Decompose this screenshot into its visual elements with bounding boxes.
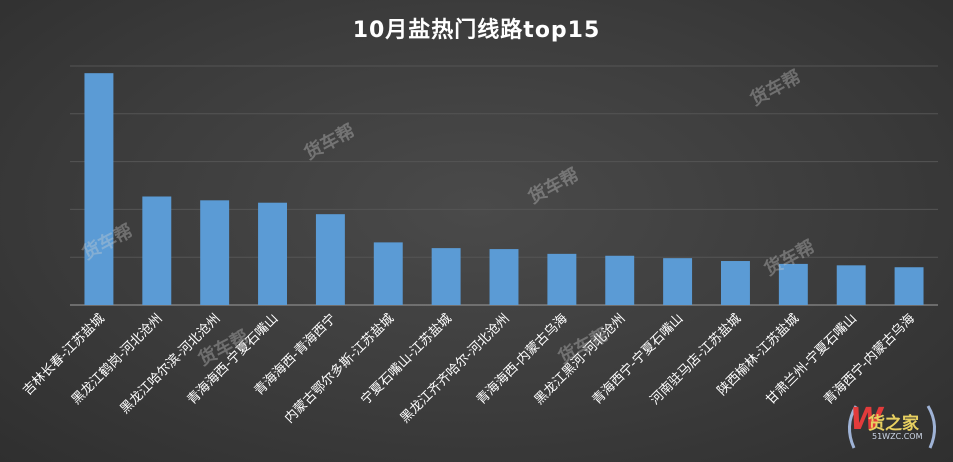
bar: [547, 253, 577, 305]
bars: [84, 73, 924, 305]
bar: [894, 267, 924, 305]
chart-title: 10月盐热门线路top15: [352, 18, 601, 43]
logo-site: 51WZC.COM: [872, 432, 923, 441]
bar: [605, 255, 635, 305]
bar: [315, 214, 345, 305]
bar: [84, 73, 114, 305]
bar: [778, 263, 808, 305]
bar: [836, 265, 866, 305]
category-labels: 吉林长春-江苏盐城黑龙江鹤岗-河北沧州黑龙江哈尔滨-河北沧州青海海西-宁夏石嘴山…: [20, 311, 918, 427]
bar: [142, 196, 172, 305]
bar: [721, 261, 750, 305]
category-label: 内蒙古鄂尔多斯-江苏盐城: [281, 311, 397, 427]
bar: [489, 249, 519, 305]
laurel-icon: [848, 405, 936, 449]
bar: [258, 202, 287, 305]
category-label: 黑龙江齐齐哈尔-河北沧州: [397, 311, 513, 427]
bar: [373, 242, 403, 305]
logo-name: 货之家: [868, 414, 919, 434]
bar: [431, 248, 461, 305]
bar: [200, 200, 230, 305]
site-logo: W 货之家 51WZC.COM: [842, 398, 942, 454]
bar: [663, 258, 693, 305]
logo-mark: W: [850, 402, 884, 437]
